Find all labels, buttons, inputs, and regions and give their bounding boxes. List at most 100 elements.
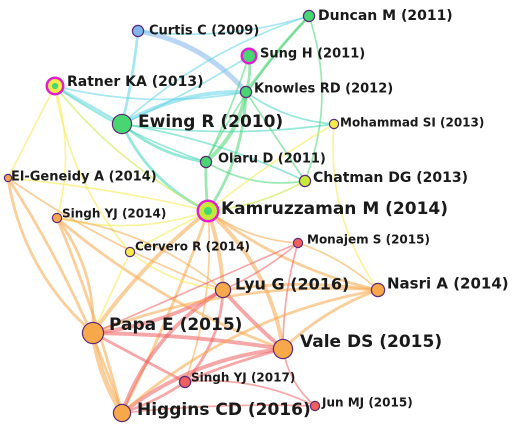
node-label-higgins2016: Higgins CD (2016) [137,400,311,420]
edge-curtis2009-duncan2011 [137,15,310,36]
edge-ratner2013-cervero2014 [54,85,131,253]
edge-mohammad2013-nasri2014 [332,123,379,291]
edge-singh2014-lyu2016 [56,217,224,291]
edge-papa2015-vale2015 [91,331,285,351]
node-core-papa2015 [83,323,103,343]
node-core-curtis2009 [133,26,143,36]
node-core-knowles2012 [241,87,251,97]
edge-singh2014-vale2015 [55,216,285,351]
node-mohammad2013[interactable] [328,118,340,130]
edge-vale2015-higgins2016 [120,347,285,415]
edge-ratner2013-kamruzzaman2014 [54,85,209,212]
edge-papa2015-nasri2014 [91,286,380,335]
edge-curtis2009-knowles2012 [135,28,249,95]
edge-cervero2014-lyu2016 [129,251,224,291]
edge-ratner2013-singh2014 [54,85,67,219]
edge-lyu2016-monajem2015 [222,242,299,291]
node-center-kamruzzaman2014 [203,206,213,216]
edge-higgins2016-jun2015 [121,404,316,414]
node-singh2017[interactable] [178,375,192,389]
node-label-olaru2011: Olaru D (2011) [218,152,326,167]
edge-knowles2012-chatman2013 [245,91,306,182]
node-core-chatman2013 [300,176,310,186]
edge-ewing2010-mohammad2013 [121,123,335,133]
edge-singh2014-papa2015 [55,216,95,335]
node-vale2015[interactable] [272,338,294,360]
edge-knowles2012-ratner2013 [54,85,247,101]
node-label-singh2017: Singh YJ (2017) [191,371,295,385]
node-label-mohammad2013: Mohammad SI (2013) [340,116,484,130]
node-core-elgeneidy2014 [5,175,11,181]
node-core-singh2017 [180,377,190,387]
node-ewing2010[interactable] [111,113,133,135]
edge-olaru2011-chatman2013 [205,161,306,184]
label-layer: Curtis C (2009) Duncan M (2011) Sung H (20… [11,8,509,420]
node-core-ewing2010 [113,115,131,133]
node-label-knowles2012: Knowles RD (2012) [254,82,393,97]
node-sung2011[interactable] [240,47,258,65]
edge-kamruzzaman2014-nasri2014 [206,209,380,292]
edge-nasri2014-monajem2015 [297,242,379,291]
edge-kamruzzaman2014-papa2015 [91,209,210,335]
node-kamruzzaman2014[interactable] [196,199,220,223]
node-monajem2015[interactable] [292,237,304,249]
node-label-ratner2013: Ratner KA (2013) [67,74,203,90]
node-core-cervero2014 [126,248,134,256]
node-center-sung2011 [246,53,252,59]
node-layer [3,9,386,423]
node-label-curtis2009: Curtis C (2009) [149,24,259,39]
node-cervero2014[interactable] [124,246,136,258]
edge-elgeneidy2014-higgins2016 [6,176,124,415]
node-knowles2012[interactable] [239,85,253,99]
node-papa2015[interactable] [81,321,105,345]
node-core-lyu2016 [216,283,230,297]
node-lyu2016[interactable] [214,281,232,299]
node-label-elgeneidy2014: El-Geneidy A (2014) [11,170,157,185]
node-core-jun2015 [311,402,319,410]
node-chatman2013[interactable] [298,174,312,188]
edge-kamruzzaman2014-elgeneidy2014 [7,177,209,212]
node-label-lyu2016: Lyu G (2016) [235,275,349,294]
node-core-mohammad2013 [330,120,338,128]
node-center-ratner2013 [51,82,59,90]
node-label-vale2015: Vale DS (2015) [300,332,442,352]
node-core-higgins2016 [114,405,130,421]
node-core-vale2015 [274,340,292,358]
node-label-jun2015: Jun MJ (2015) [321,396,413,410]
edge-ewing2010-duncan2011 [121,15,310,125]
node-label-duncan2011: Duncan M (2011) [318,8,453,24]
node-core-monajem2015 [294,239,302,247]
node-label-papa2015: Papa E (2015) [109,315,242,335]
node-olaru2011[interactable] [199,155,213,169]
node-label-cervero2014: Cervero R (2014) [135,240,250,254]
node-elgeneidy2014[interactable] [3,173,13,183]
edge-knowles2012-kamruzzaman2014 [206,90,248,213]
edge-vale2015-monajem2015 [282,242,299,350]
node-jun2015[interactable] [309,400,321,412]
edge-sung2011-olaru2011 [205,55,250,163]
edge-vale2015-nasri2014 [281,288,380,351]
node-duncan2011[interactable] [302,9,316,23]
node-higgins2016[interactable] [112,403,132,423]
node-label-nasri2014: Nasri A (2014) [387,275,509,293]
edge-kamruzzaman2014-vale2015 [206,209,285,351]
node-singh2014[interactable] [51,212,63,224]
node-nasri2014[interactable] [370,282,386,298]
edge-higgins2016-nasri2014 [120,288,380,415]
edge-singh2017-jun2015 [184,379,316,407]
node-label-sung2011: Sung H (2011) [260,47,365,62]
node-core-nasri2014 [372,284,384,296]
edge-ratner2013-elgeneidy2014 [7,85,56,179]
edge-duncan2011-chatman2013 [304,15,323,182]
node-core-olaru2011 [201,157,211,167]
node-label-chatman2013: Chatman DG (2013) [313,170,468,186]
edge-knowles2012-mohammad2013 [245,91,335,125]
node-curtis2009[interactable] [131,24,145,38]
edge-vale2015-singh2017 [183,347,285,384]
edge-ewing2010-sung2011 [121,55,250,125]
edge-elgeneidy2014-lyu2016 [7,177,224,291]
edge-mohammad2013-kamruzzaman2014 [207,123,335,212]
node-ratner2013[interactable] [45,76,65,96]
